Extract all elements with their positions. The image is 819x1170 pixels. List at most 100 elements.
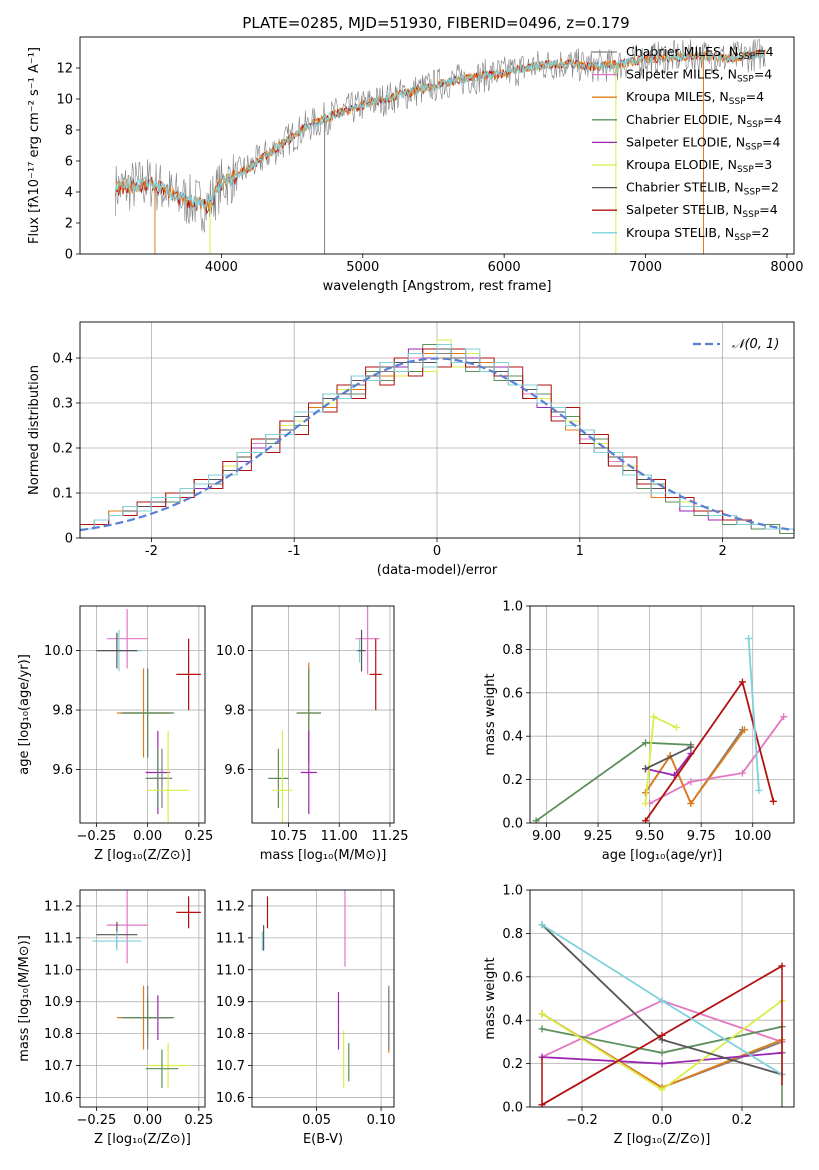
weight-marker [745, 635, 753, 643]
y-tick-label: 4 [65, 186, 73, 201]
y-tick-label: 0 [65, 532, 73, 547]
error-bar-point [268, 748, 289, 809]
mass_vs_EBV-panel: 0.05 0.10 10.6 10.7 10.8 10.9 11.0 11.1 11.2 E(B-… [216, 889, 396, 1147]
weight-line-chabrier-miles [644, 729, 744, 806]
weight-marker [538, 1010, 546, 1018]
error-bar-point [357, 629, 366, 672]
x-tick-label: 0.25 [184, 1113, 213, 1128]
weight-marker [658, 1031, 666, 1039]
age_vs_Z-plot-area [96, 608, 201, 823]
x-tick-label: 10.75 [270, 829, 307, 844]
error-bar-point [272, 730, 293, 823]
age_vs_mass-frame [251, 605, 395, 824]
residual_histogram-plot-area [80, 339, 794, 538]
error-bar-point [147, 1043, 189, 1088]
residual_histogram-panel: -2 -1 0 1 2 0 0.1 0.2 0.3 0.4 (data-model)/error No… [27, 321, 795, 578]
weight-marker [532, 817, 540, 823]
x-axis-label: wavelength [Angstrom, rest frame] [323, 279, 552, 294]
error-bar-point [300, 730, 317, 815]
y-tick-label: 1.0 [502, 600, 523, 615]
x-tick-label: 6000 [488, 260, 521, 275]
x-tick-label: −0.2 [566, 1113, 598, 1128]
error-bar-point [176, 638, 201, 711]
legend-count: =4 [754, 67, 772, 82]
age_vs_Z-panel: −0.25 0.00 0.25 9.6 9.8 10.0 Z [log₁₀(Z/Z⊙)] ag… [17, 605, 213, 863]
y-tick-label: 0 [65, 248, 73, 263]
x-axis-label: mass [log₁₀(M/M⊙)] [260, 848, 387, 863]
y-tick-label: 9.8 [224, 704, 245, 719]
y-axis-label: Flux [fλ10⁻¹⁷ erg cm⁻² s⁻¹ A⁻¹] [27, 47, 42, 244]
mass_vs_Z-panel: −0.25 0.00 0.25 10.6 10.7 10.8 10.9 11.0 11.1 11.… [17, 889, 213, 1147]
legend-count: =4 [759, 202, 777, 217]
age_vs_mass-panel: 10.75 11.00 11.25 9.6 9.8 10.0 mass [log₁₀(M/M… [216, 605, 409, 863]
error-bar-point [176, 896, 201, 929]
y-tick-label: 10 [56, 93, 73, 108]
y-tick-label: 0.2 [502, 773, 523, 788]
y-tick-label: 9.6 [52, 763, 73, 778]
legend-subscript: SSP [744, 188, 761, 198]
weight-line-kroupa-stelib [747, 638, 760, 791]
y-tick-label: 0.6 [502, 686, 523, 701]
y-tick-label: 12 [56, 62, 73, 77]
error-bar-point [147, 730, 189, 823]
weight-marker [642, 799, 649, 807]
y-tick-label: 10.0 [44, 644, 73, 659]
x-axis-label: Z [log₁₀(Z/Z⊙)] [94, 848, 191, 863]
x-axis-label: Z [log₁₀(Z/Z⊙)] [614, 1132, 711, 1147]
weight-marker [642, 817, 649, 823]
y-tick-label: 9.6 [224, 763, 245, 778]
legend-label: Kroupa MILES, NSSP=4 [626, 89, 764, 107]
y-tick-label: 11.1 [44, 931, 73, 946]
y-tick-label: 0.4 [502, 1014, 523, 1029]
error-bar-point [145, 1049, 179, 1088]
error-bar-point [106, 608, 148, 669]
y-tick-label: 11.1 [216, 931, 245, 946]
error-bar-point [123, 998, 173, 1037]
legend-subscript: SSP [737, 75, 754, 85]
legend-label: Salpeter MILES, NSSP=4 [626, 67, 772, 85]
x-tick-label: 0.0 [652, 1113, 673, 1128]
y-tick-label: 6 [65, 155, 73, 170]
y-axis-label: mass weight [483, 957, 498, 1039]
x-tick-label: 5000 [346, 260, 379, 275]
x-axis-label: age [log₁₀(age/yr)] [602, 848, 723, 863]
y-tick-label: 10.8 [216, 1027, 245, 1042]
weight-line-kroupa-miles [644, 729, 746, 806]
error-bar-point [123, 668, 173, 758]
x-tick-label: 0 [433, 544, 441, 559]
weight-line-salpeter-miles [649, 716, 785, 805]
error-bar-point [96, 632, 138, 669]
legend-label: Chabrier ELODIE, NSSP=4 [626, 112, 782, 130]
x-tick-label: -1 [288, 544, 301, 559]
weight-marker [538, 921, 546, 929]
y-tick-label: 10.8 [44, 1027, 73, 1042]
weight-marker [755, 786, 763, 794]
mass_vs_EBV-plot-area [261, 890, 390, 1088]
y-tick-label: 2 [65, 217, 73, 232]
legend-count: =2 [761, 180, 779, 195]
weight-marker [769, 797, 777, 805]
y-tick-label: 9.8 [52, 704, 73, 719]
x-tick-label: 2 [718, 544, 726, 559]
legend-subscript: SSP [745, 142, 762, 152]
spectrum-panel: 4000 5000 6000 7000 8000 0 2 4 6 8 10 12 wavelength … [27, 36, 803, 294]
weight-marker [687, 778, 695, 786]
legend-label: Kroupa ELODIE, NSSP=3 [626, 157, 772, 175]
legend-subscript: SSP [734, 233, 751, 243]
x-tick-label: −0.25 [76, 1113, 116, 1128]
weight_vs_age-frame [529, 605, 795, 824]
legend-label: Kroupa STELIB, NSSP=2 [626, 225, 770, 243]
x-tick-label: 11.25 [371, 829, 408, 844]
y-tick-label: 0.4 [52, 352, 73, 367]
weight-marker [741, 726, 748, 734]
error-bar-point [92, 931, 142, 951]
y-axis-label: mass weight [483, 673, 498, 755]
x-tick-label: 11.00 [321, 829, 358, 844]
x-tick-label: 9.75 [687, 829, 716, 844]
x-axis-label: E(B-V) [303, 1132, 343, 1147]
x-axis-label: (data-model)/error [377, 563, 498, 578]
y-tick-label: 0.8 [502, 643, 523, 658]
weight_vs_Z-panel: −0.2 0.0 0.2 0.0 0.2 0.4 0.6 0.8 1.0 Z [log₁₀(Z/Z… [483, 884, 795, 1147]
x-tick-label: 9.00 [532, 829, 561, 844]
